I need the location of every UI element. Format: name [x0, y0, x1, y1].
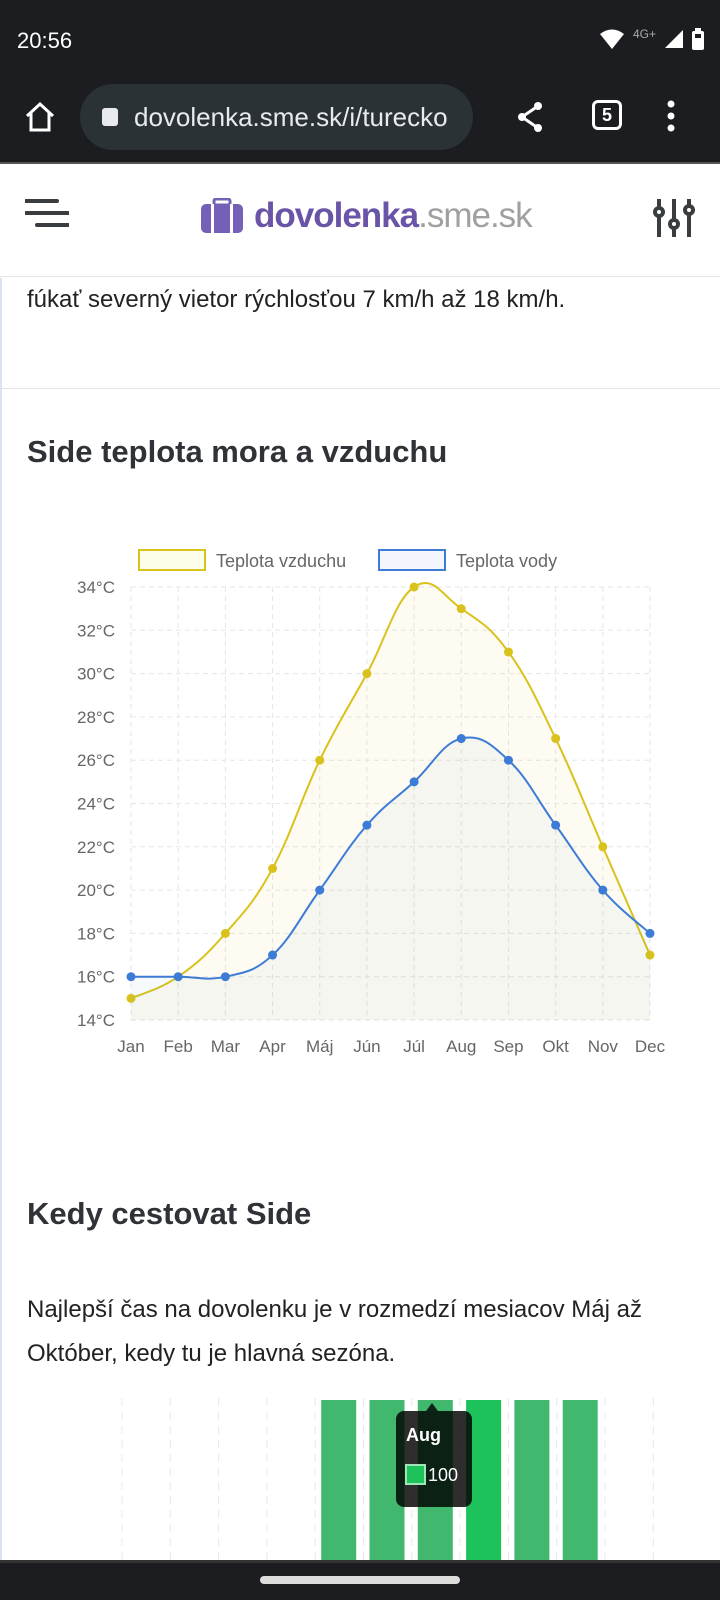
travel-section-title: Kedy cestovat Side: [27, 1196, 312, 1231]
y-tick-label: 24°C: [77, 795, 115, 814]
filter-sliders-icon[interactable]: [652, 198, 696, 238]
url-text: dovolenka.sme.sk/i/turecko: [134, 101, 448, 132]
battery-icon: [692, 28, 704, 50]
site-header: dovolenka .sme.sk: [0, 166, 720, 277]
temp-section-title: Side teplota mora a vzduchu: [27, 434, 448, 469]
y-tick-label: 14°C: [77, 1011, 115, 1030]
x-tick-label: Jún: [353, 1037, 380, 1056]
data-point: [126, 972, 136, 982]
y-tick-label: 18°C: [77, 924, 115, 943]
data-point: [551, 820, 561, 830]
data-point: [598, 885, 608, 895]
signal-icon: [665, 30, 683, 48]
x-tick-label: Mar: [211, 1037, 241, 1056]
data-point: [645, 928, 655, 938]
tooltip-caret: [426, 1403, 438, 1411]
data-point: [220, 928, 230, 938]
x-tick-label: Jan: [117, 1037, 144, 1056]
wind-text: fúkať severný vietor rýchlosťou 7 km/h a…: [27, 286, 566, 313]
legend-swatch: [378, 549, 446, 571]
x-tick-label: Dec: [635, 1037, 666, 1056]
logo-bold: dovolenka: [254, 196, 419, 235]
y-tick-label: 16°C: [77, 968, 115, 987]
x-tick-label: Nov: [588, 1037, 619, 1056]
navigation-bar: [0, 1560, 720, 1600]
data-point: [362, 669, 372, 679]
home-gesture-handle[interactable]: [260, 1576, 460, 1584]
data-point: [598, 842, 608, 852]
y-tick-label: 28°C: [77, 708, 115, 727]
travel-text: Najlepší čas na dovolenku je v rozmedzí …: [27, 1296, 642, 1367]
data-point: [362, 820, 372, 830]
legend-label: Teplota vody: [456, 551, 557, 571]
x-tick-label: Okt: [542, 1037, 569, 1056]
clock: 20:56: [17, 28, 73, 53]
tooltip-swatch: [405, 1464, 426, 1485]
y-tick-label: 32°C: [77, 621, 115, 640]
y-tick-label: 30°C: [77, 665, 115, 684]
browser-toolbar: dovolenka.sme.sk/i/turecko 5: [0, 84, 720, 164]
data-point: [268, 950, 278, 960]
y-tick-label: 22°C: [77, 838, 115, 857]
data-point: [503, 755, 513, 765]
x-tick-label: Feb: [164, 1037, 193, 1056]
x-tick-label: Máj: [306, 1037, 333, 1056]
suitcase-icon: [201, 198, 243, 233]
wifi-icon: [599, 29, 624, 49]
tabs-count: 5: [601, 105, 612, 125]
data-point: [503, 647, 513, 657]
section-divider: [2, 388, 720, 389]
y-tick-label: 20°C: [77, 881, 115, 900]
site-logo[interactable]: dovolenka .sme.sk: [200, 196, 533, 236]
hamburger-menu-icon[interactable]: [25, 198, 69, 230]
home-icon[interactable]: [23, 100, 57, 134]
more-menu-icon[interactable]: [666, 99, 676, 133]
tooltip-value: 100: [428, 1465, 458, 1485]
data-point: [409, 777, 419, 787]
y-tick-label: 34°C: [77, 578, 115, 597]
network-label: 4G+: [632, 27, 656, 41]
data-point: [315, 885, 325, 895]
status-bar: 20:56 4G+: [0, 0, 720, 84]
url-bar[interactable]: dovolenka.sme.sk/i/turecko: [80, 84, 473, 150]
tabs-button[interactable]: 5: [592, 100, 622, 130]
data-point: [268, 863, 278, 873]
y-tick-label: 26°C: [77, 751, 115, 770]
data-point: [551, 734, 561, 744]
data-point: [409, 582, 419, 592]
data-point: [126, 993, 136, 1003]
data-point: [456, 604, 466, 614]
bar-Máj: [321, 1400, 357, 1560]
legend-label: Teplota vzduchu: [216, 551, 346, 571]
x-tick-label: Sep: [493, 1037, 523, 1056]
x-tick-label: Apr: [259, 1037, 286, 1056]
series-area: [131, 737, 650, 1020]
logo-light: .sme.sk: [418, 196, 533, 235]
data-point: [645, 950, 655, 960]
data-point: [220, 972, 230, 982]
page-content: fúkať severný vietor rýchlosťou 7 km/h a…: [0, 278, 720, 1560]
x-tick-label: Aug: [446, 1037, 476, 1056]
legend-swatch: [138, 549, 206, 571]
season-bar-chart: Aug 100: [121, 1398, 654, 1560]
share-icon[interactable]: [515, 100, 545, 134]
tooltip-title: Aug: [406, 1425, 441, 1445]
lock-icon: [102, 108, 118, 126]
x-tick-label: Júl: [403, 1037, 425, 1056]
data-point: [456, 734, 466, 744]
data-point: [173, 972, 183, 982]
bar-Okt: [562, 1400, 598, 1560]
temperature-chart: 34°C 32°C 30°C 28°C 26°C 24°C 22°C 20°C 18°C 16°C…: [77, 549, 666, 1056]
data-point: [315, 755, 325, 765]
bar-Sep: [514, 1400, 550, 1560]
